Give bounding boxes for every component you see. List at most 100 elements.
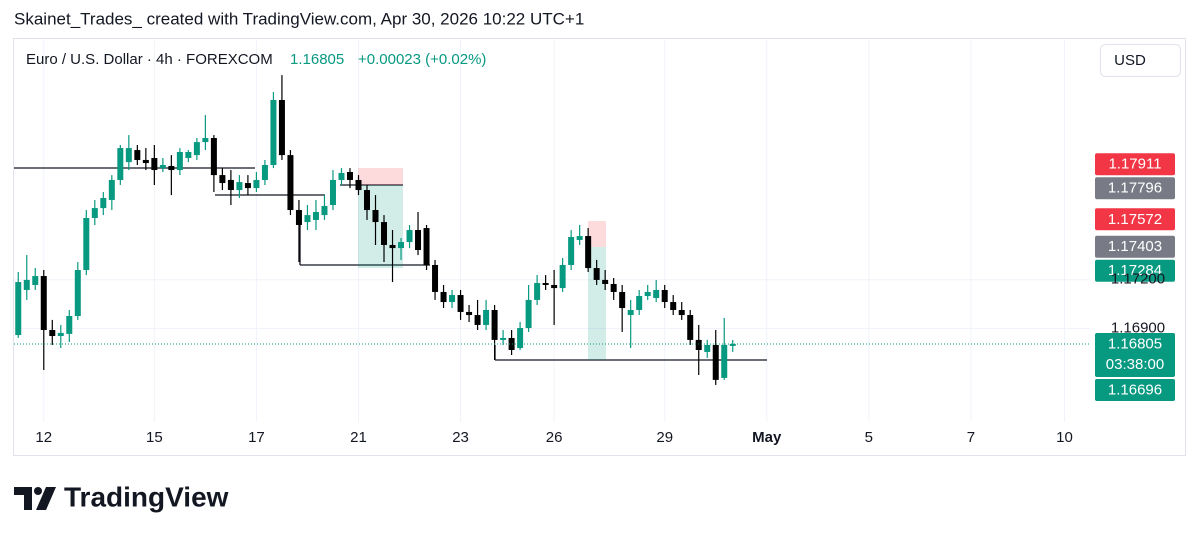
candle-body [381,222,388,245]
price-tag-label: 1.16805 [1108,335,1162,352]
price-tags: 1.17911 1.17796 1.17572 1.17403 1.17284 1.168… [1095,153,1175,401]
candle-body [329,179,336,205]
price-tag-label: 1.17796 [1108,180,1162,197]
candle-body [542,283,549,285]
candles [15,75,736,385]
candle-body [355,179,362,191]
candle-body [483,310,490,325]
candle-body [695,339,702,350]
candle-body [321,205,328,216]
candle-body [66,316,73,334]
price-tag-label: 1.16696 [1108,381,1162,398]
candle-body [227,179,234,191]
x-tick-label: 23 [452,429,469,446]
candle-body [653,290,660,298]
candle-body [398,242,405,249]
candle-body [389,244,396,249]
candle-body [83,217,90,271]
candle-body [568,237,575,265]
candle-body [270,99,277,166]
candle-body [585,236,592,269]
candle-body [704,344,711,352]
candle-body [176,151,183,171]
currency-button[interactable] [1100,44,1181,77]
candle-body [312,211,319,220]
candle-body [687,315,694,340]
x-tick-label: 17 [248,429,265,446]
candle-body [729,343,736,346]
x-tick-label: 12 [35,429,52,446]
price-tag-label: 1.17572 [1108,211,1162,228]
x-tick-label: 29 [656,429,673,446]
logo-text: TradingView [64,481,229,512]
logo-mark [14,487,32,510]
candle-body [168,165,175,171]
y-tick-label: 1.17200 [1111,271,1165,288]
candle-body [185,151,192,159]
candle-body [559,264,566,289]
candle-body [432,264,439,292]
x-tick-label: 10 [1056,429,1073,446]
candle-body [261,165,268,180]
candle-body [49,329,56,337]
candle-body [219,175,226,184]
candle-body [304,215,311,223]
x-tick-label: May [752,429,782,446]
candle-body [474,315,481,325]
candle-body [40,276,47,330]
candle-body [712,344,719,380]
candle-body [551,284,558,289]
candle-body [636,296,643,311]
candle-body [534,283,541,300]
candle-body [517,328,524,349]
candle-body [253,179,260,189]
candle-body [423,228,430,265]
candle-body [644,291,651,297]
symbol-title: Euro / U.S. Dollar · 4h · FOREXCOM [26,51,273,68]
price-tag-label: 1.17284 [1108,262,1162,279]
candle-body [466,311,473,316]
x-tick-label: 7 [967,429,975,446]
candle-body [372,210,379,223]
x-tick-label: 15 [146,429,163,446]
candle-body [346,171,353,180]
price-tag [1095,332,1175,377]
logo: TradingView [14,481,229,512]
candle-body [15,282,22,336]
candle-body [134,150,141,160]
target-zone [588,247,606,360]
candle-body [244,183,251,189]
candle-body [74,270,81,317]
candle-body [193,142,200,156]
candle-body [117,148,124,180]
candle-body [602,279,609,284]
price-tag [1095,153,1175,176]
price-tag [1095,208,1175,231]
candle-body [670,302,677,311]
candle-body [457,295,464,312]
candle-body [406,230,413,243]
candle-body [576,236,583,240]
price-tag-label: 1.17911 [1108,156,1161,173]
candle-body [159,165,166,169]
currency-label[interactable]: USD [1114,52,1146,69]
candle-body [593,268,600,280]
candle-body [142,159,149,164]
price-change: +0.00023 (+0.02%) [358,51,486,68]
x-tick-label: 5 [865,429,873,446]
price-tag [1095,378,1175,401]
candle-body [721,344,728,378]
candle-body [449,295,456,303]
price-tag [1095,177,1175,200]
price-tag-label: 1.17403 [1108,238,1162,255]
candle-body [287,155,294,211]
candle-body [91,208,98,218]
candle-body [610,283,617,292]
stop-zone [358,168,403,185]
candle-body [23,279,30,291]
price-tag [1095,235,1175,258]
caption: Skainet_Trades_ created with TradingView… [14,9,584,28]
candle-body [108,179,115,200]
